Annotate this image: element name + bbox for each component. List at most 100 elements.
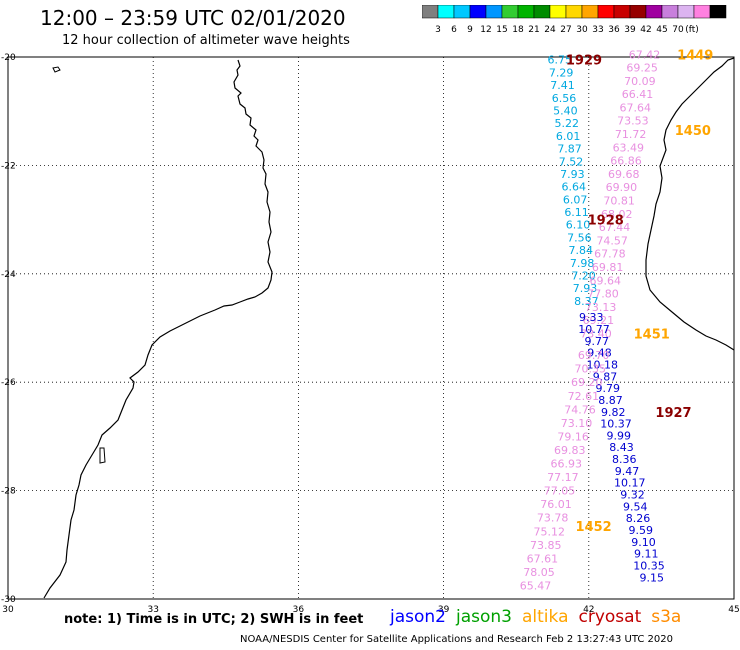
- color-scale-label: 27: [560, 25, 571, 35]
- swh-value-pink: 67.64: [619, 101, 651, 114]
- swh-value-blue: 9.10: [631, 536, 656, 549]
- swh-value-pink: 69.83: [554, 444, 586, 457]
- swh-value-blue: 9.59: [628, 524, 653, 537]
- y-tick-label: -26: [1, 378, 16, 388]
- swh-value-pink: 69.90: [606, 181, 638, 194]
- swh-value-cyan: 6.56: [552, 92, 577, 105]
- swh-value-cyan: 5.22: [555, 117, 580, 130]
- legend-jason3: jason3: [456, 607, 512, 627]
- swh-value-blue: 10.35: [633, 559, 665, 572]
- swh-value-blue: 10.37: [600, 418, 632, 431]
- swh-value-blue: 8.26: [626, 512, 651, 525]
- swh-value-blue: 8.36: [612, 453, 637, 466]
- swh-value-blue: 10.18: [586, 358, 618, 371]
- swh-value-pink: 67.78: [594, 248, 626, 261]
- swh-value-pink: 67.61: [527, 552, 559, 565]
- swh-value-cyan: 7.41: [550, 79, 575, 92]
- swh-value-pink: 73.40: [580, 327, 612, 340]
- island-outline: [99, 447, 106, 464]
- color-scale-label: 3: [435, 25, 441, 35]
- swh-value-pink: 75.12: [533, 525, 565, 538]
- map-tick-labels: 30 33 36 39 42 45 -20 -22 -24 -26 -28 -30: [1, 53, 740, 615]
- swh-value-pink: 73.10: [561, 417, 593, 430]
- swh-value-pink: 77.05: [544, 485, 576, 498]
- color-scale-bar: 3 6 9 12 15 18 21 24 27 30 33 36 39 42 45 70 (ft): [422, 5, 727, 35]
- swh-value-blue: 9.87: [593, 370, 618, 383]
- swh-value-cyan: 7.87: [557, 143, 582, 156]
- coastline-mozambique: [43, 59, 273, 599]
- swh-value-blue: 9.79: [595, 382, 620, 395]
- color-scale-label: 15: [496, 25, 507, 35]
- swh-value-pink: 66.93: [551, 458, 583, 471]
- footnote: note: 1) Time is in UTC; 2) SWH is in fe…: [64, 612, 364, 627]
- swh-value-pink: 68.02: [601, 208, 633, 221]
- page-subtitle: 12 hour collection of altimeter wave hei…: [62, 33, 350, 48]
- swh-value-cyan: 7.93: [560, 168, 585, 181]
- swh-value-pink: 65.47: [520, 579, 552, 592]
- island-outline: [52, 66, 61, 73]
- x-tick-label: 30: [2, 605, 14, 615]
- swh-value-pink: 77.80: [587, 288, 619, 301]
- y-tick-label: -28: [1, 487, 16, 497]
- swh-value-pink: 66.41: [622, 88, 654, 101]
- x-tick-label: 33: [147, 605, 158, 615]
- x-tick-label: 45: [728, 605, 739, 615]
- swh-value-cyan: 7.29: [549, 66, 574, 79]
- swh-value-cyan: 8.37: [574, 295, 599, 308]
- map-gridlines: [7, 56, 735, 600]
- swh-value-pink: 70.09: [624, 75, 656, 88]
- pass-number: 1928: [588, 214, 624, 229]
- swh-value-cyan: 7.52: [559, 155, 584, 168]
- x-tick-label: 36: [293, 605, 305, 615]
- legend-s3a: s3a: [651, 607, 682, 627]
- map-frame: [7, 56, 735, 600]
- color-scale-label: 18: [512, 25, 524, 35]
- swh-value-pink: 69.20: [571, 376, 603, 389]
- color-scale-label: 6: [451, 25, 457, 35]
- pass-number: 1929: [566, 54, 602, 69]
- swh-value-cyan: 7.56: [567, 231, 592, 244]
- pass-number: 1451: [634, 327, 670, 342]
- swh-value-pink: 79.16: [557, 430, 589, 443]
- legend-jason2: jason2: [390, 607, 446, 627]
- swh-value-pink: 67.44: [599, 221, 631, 234]
- swh-value-pink: 70.35: [574, 363, 606, 376]
- swh-value-pink: 63.49: [613, 141, 645, 154]
- pass-number: 1450: [675, 124, 711, 139]
- swh-value-cyan: 7.98: [570, 257, 595, 270]
- swh-value-blue: 9.82: [601, 406, 626, 419]
- wave-height-map: 30 33 36 39 42 45-20-22-24-26-28-30 6.757.297…: [1, 48, 740, 615]
- swh-value-pink: 73.78: [537, 512, 569, 525]
- swh-value-blue: 9.15: [639, 571, 664, 584]
- swh-value-cyan: 7.20: [571, 270, 596, 283]
- x-tick-label: 39: [438, 605, 450, 615]
- swh-value-pink: 69.81: [592, 261, 624, 274]
- swh-value-pink: 78.05: [523, 566, 555, 579]
- y-tick-label: -30: [1, 595, 16, 605]
- swh-value-blue: 10.17: [614, 477, 646, 490]
- swh-value-pink: 73.85: [530, 539, 562, 552]
- swh-value-cyan: 6.10: [566, 219, 591, 232]
- swh-value-pink: 66.86: [610, 155, 642, 168]
- swh-value-pink: 69.21: [583, 314, 615, 327]
- swh-value-pink: 69.68: [608, 168, 640, 181]
- swh-value-pink: 71.72: [615, 128, 647, 141]
- swh-value-blue: 8.43: [609, 441, 634, 454]
- swh-value-pink: 69.64: [590, 274, 622, 287]
- color-scale-label: (ft): [685, 25, 699, 35]
- swh-value-pink: 77.17: [547, 471, 579, 484]
- satellite-legend: jason2 jason3 altika cryosat s3a: [390, 607, 691, 627]
- swh-value-pink: 72.61: [568, 390, 600, 403]
- swh-value-cyan: 5.40: [553, 104, 578, 117]
- color-scale-label: 21: [528, 25, 539, 35]
- swh-value-pink: 70.81: [603, 195, 635, 208]
- color-scale-label: 9: [467, 25, 473, 35]
- credit-line: NOAA/NESDIS Center for Satellite Applica…: [240, 634, 673, 645]
- swh-value-cyan: 6.75: [548, 54, 573, 67]
- color-swatch: [709, 5, 727, 19]
- page-title: 12:00 – 23:59 UTC 02/01/2020: [40, 6, 346, 30]
- color-scale-label: 45: [656, 25, 667, 35]
- swh-value-cyan: 7.84: [569, 244, 594, 257]
- swh-value-cyan: 6.11: [564, 206, 589, 219]
- swh-value-pink: 76.01: [540, 498, 572, 511]
